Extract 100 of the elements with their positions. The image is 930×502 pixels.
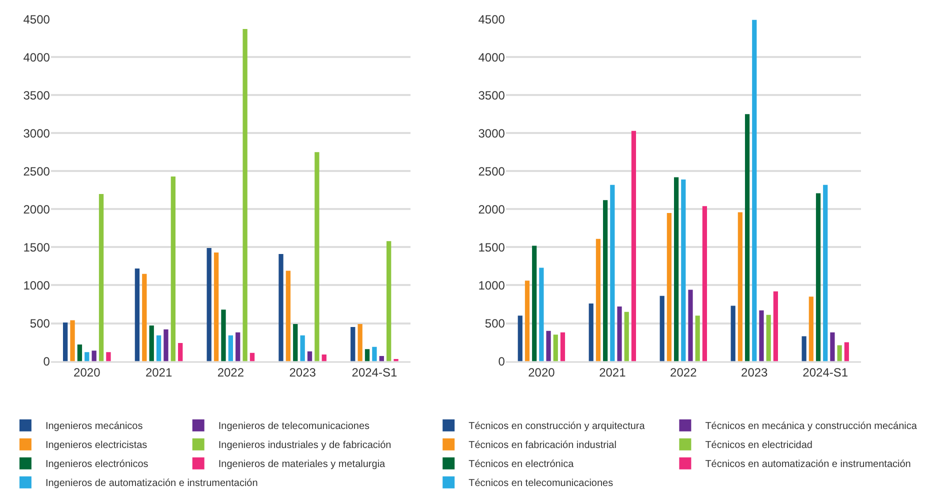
legend-label: Técnicos en telecomunicaciones bbox=[468, 478, 614, 490]
legend-label: Ingenieros de automatización e instrumentación bbox=[45, 478, 258, 490]
bar bbox=[596, 238, 601, 362]
bar bbox=[617, 306, 622, 362]
bar bbox=[350, 327, 356, 362]
y-tick-label: 2000 bbox=[23, 202, 50, 216]
bar bbox=[364, 349, 370, 362]
bar bbox=[92, 350, 96, 362]
bar bbox=[702, 206, 707, 362]
bar bbox=[142, 274, 147, 362]
legend-label: Ingenieros de telecomunicaciones bbox=[218, 421, 370, 432]
bar bbox=[631, 130, 636, 362]
y-tick-label: 4500 bbox=[478, 12, 506, 26]
legend-label: Técnicos en mecánica y construcción mecánica bbox=[705, 421, 918, 432]
legend-label: Técnicos en automatización e instrumentación bbox=[705, 459, 911, 470]
bar bbox=[242, 28, 248, 362]
legend-label: Técnicos en electricidad bbox=[705, 440, 812, 452]
bar bbox=[518, 316, 522, 362]
bar bbox=[221, 310, 226, 362]
bar bbox=[802, 336, 806, 362]
y-tick-label: 2500 bbox=[478, 164, 506, 178]
bar bbox=[322, 354, 326, 362]
y-tick-label: 3500 bbox=[23, 88, 50, 102]
x-tick-label: 2022 bbox=[670, 366, 698, 380]
bar bbox=[156, 335, 162, 362]
bar bbox=[823, 184, 828, 362]
y-tick-label: 0 bbox=[498, 354, 506, 368]
bar bbox=[816, 193, 821, 362]
bar bbox=[681, 180, 686, 362]
legend-label: Técnicos en electrónica bbox=[468, 459, 574, 470]
bar bbox=[660, 296, 664, 362]
x-tick-label: 2021 bbox=[599, 366, 626, 380]
x-tick-label: 2024-S1 bbox=[802, 366, 848, 380]
legend-label: Ingenieros de materiales y metalurgia bbox=[218, 459, 386, 470]
bar bbox=[808, 296, 814, 362]
legend-label: Ingenieros electrónicos bbox=[45, 459, 148, 470]
bar bbox=[539, 268, 544, 362]
bar bbox=[524, 280, 530, 362]
legend-label: Técnicos en fabricación industrial bbox=[468, 440, 616, 452]
x-tick-label: 2021 bbox=[145, 366, 172, 380]
bar bbox=[214, 252, 219, 362]
y-tick-label: 4500 bbox=[23, 12, 50, 26]
bar bbox=[553, 334, 558, 362]
x-tick-label: 2020 bbox=[74, 366, 101, 380]
bar bbox=[766, 314, 771, 362]
bar bbox=[106, 352, 111, 362]
bar bbox=[837, 345, 842, 362]
bar bbox=[379, 356, 384, 362]
y-tick-label: 1000 bbox=[478, 278, 506, 292]
x-tick-label: 2023 bbox=[741, 366, 768, 380]
y-tick-label: 1000 bbox=[23, 278, 50, 292]
bar bbox=[695, 316, 700, 362]
bar bbox=[300, 335, 305, 362]
legend-label: Ingenieros mecánicos bbox=[45, 421, 143, 432]
bar bbox=[314, 152, 320, 362]
bar bbox=[98, 194, 104, 362]
x-tick-label: 2020 bbox=[528, 366, 556, 380]
bar bbox=[178, 343, 183, 362]
y-tick-label: 2500 bbox=[23, 164, 50, 178]
bar bbox=[610, 184, 615, 362]
bar bbox=[286, 270, 291, 362]
bar bbox=[372, 346, 377, 362]
y-tick-label: 2000 bbox=[478, 202, 506, 216]
bar bbox=[738, 212, 742, 362]
bar bbox=[62, 322, 68, 362]
bar bbox=[228, 335, 234, 362]
bar bbox=[603, 200, 608, 362]
y-tick-label: 1500 bbox=[23, 240, 50, 254]
bar bbox=[546, 330, 551, 362]
y-tick-label: 3500 bbox=[478, 88, 506, 102]
y-tick-label: 3000 bbox=[478, 126, 506, 140]
bar bbox=[84, 352, 90, 362]
bar bbox=[759, 310, 764, 362]
legend-label: Ingenieros electricistas bbox=[45, 440, 148, 452]
bar bbox=[358, 324, 362, 362]
y-tick-label: 1500 bbox=[478, 240, 506, 254]
y-tick-label: 0 bbox=[43, 354, 50, 368]
x-tick-label: 2022 bbox=[217, 366, 244, 380]
bar bbox=[844, 342, 849, 362]
x-tick-label: 2023 bbox=[289, 366, 316, 380]
bar bbox=[236, 332, 240, 362]
bar bbox=[560, 332, 566, 362]
bar bbox=[206, 248, 212, 362]
y-tick-label: 500 bbox=[30, 316, 50, 330]
bar bbox=[744, 114, 750, 362]
bar bbox=[830, 332, 835, 362]
bar bbox=[588, 303, 594, 362]
bar bbox=[624, 312, 629, 362]
y-tick-label: 4000 bbox=[23, 50, 50, 64]
bar bbox=[386, 241, 392, 362]
bar bbox=[293, 324, 298, 362]
bar bbox=[688, 290, 693, 362]
bar bbox=[666, 212, 672, 362]
bar bbox=[134, 268, 140, 362]
legend-label: Ingenieros industriales y de fabricación bbox=[218, 440, 392, 452]
bar bbox=[674, 177, 679, 362]
bar bbox=[307, 351, 312, 362]
bar bbox=[278, 254, 284, 362]
y-tick-label: 3000 bbox=[23, 126, 50, 140]
bar bbox=[77, 344, 82, 362]
